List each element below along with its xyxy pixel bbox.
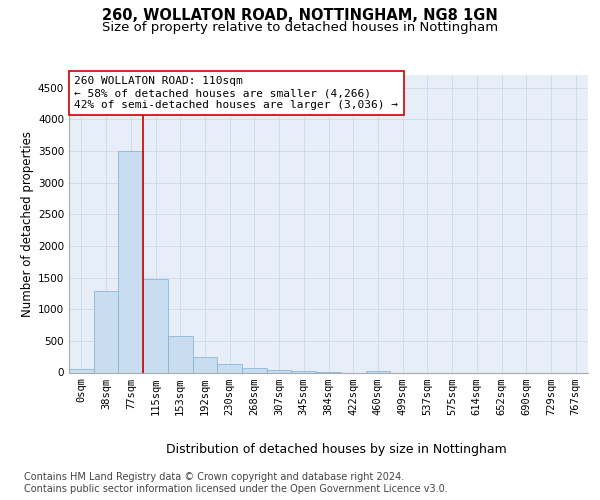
Text: Contains HM Land Registry data © Crown copyright and database right 2024.: Contains HM Land Registry data © Crown c… <box>24 472 404 482</box>
Bar <box>292 370 316 372</box>
Bar <box>168 336 193 372</box>
Bar <box>69 370 94 372</box>
Text: 260 WOLLATON ROAD: 110sqm
← 58% of detached houses are smaller (4,266)
42% of se: 260 WOLLATON ROAD: 110sqm ← 58% of detac… <box>74 76 398 110</box>
Text: Contains public sector information licensed under the Open Government Licence v3: Contains public sector information licen… <box>24 484 448 494</box>
Text: Distribution of detached houses by size in Nottingham: Distribution of detached houses by size … <box>166 442 506 456</box>
Bar <box>193 357 217 372</box>
Bar <box>118 151 143 372</box>
Bar <box>242 368 267 372</box>
Bar <box>217 364 242 372</box>
Bar <box>143 279 168 372</box>
Text: 260, WOLLATON ROAD, NOTTINGHAM, NG8 1GN: 260, WOLLATON ROAD, NOTTINGHAM, NG8 1GN <box>102 8 498 22</box>
Bar <box>94 291 118 372</box>
Y-axis label: Number of detached properties: Number of detached properties <box>21 130 34 317</box>
Bar <box>365 370 390 372</box>
Bar <box>267 370 292 372</box>
Text: Size of property relative to detached houses in Nottingham: Size of property relative to detached ho… <box>102 21 498 34</box>
